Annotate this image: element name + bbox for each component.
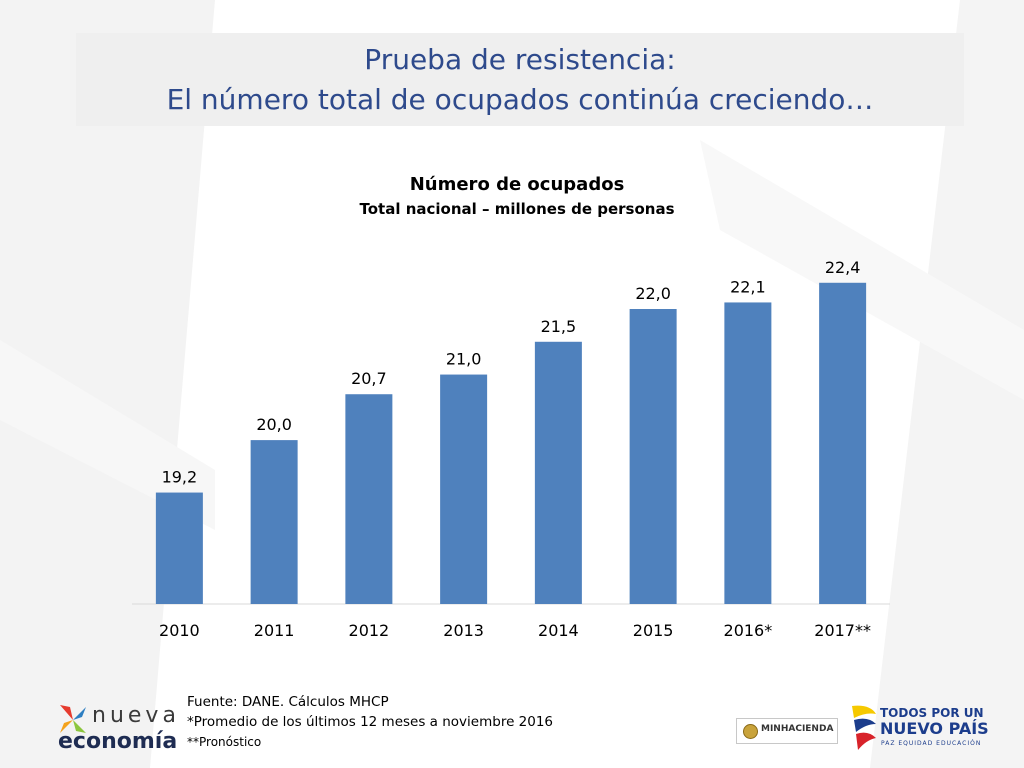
footnote-2017: **Pronóstico: [187, 735, 262, 749]
data-label-2016: 22,1: [730, 277, 766, 296]
slide-title-line2: El número total de ocupados continúa cre…: [166, 83, 874, 116]
footer-notes: Fuente: DANE. Cálculos MHCP *Promedio de…: [187, 692, 553, 752]
x-tick-2013: 2013: [443, 621, 484, 640]
bar-2016: [724, 302, 772, 604]
data-label-2015: 22,0: [635, 284, 671, 303]
minhacienda-text: MINHACIENDA: [761, 724, 834, 734]
pinwheel-icon: [60, 705, 86, 733]
tpnp-line2: NUEVO PAÍS: [880, 719, 989, 738]
x-tick-2015: 2015: [633, 621, 674, 640]
bar-2017: [819, 282, 867, 604]
slide-title: Prueba de resistencia: El número total d…: [76, 40, 964, 120]
x-tick-2014: 2014: [538, 621, 579, 640]
data-label-2011: 20,0: [256, 415, 292, 434]
x-tick-2017: 2017**: [814, 621, 871, 640]
bar-2010: [155, 492, 203, 604]
footnote-2016: *Promedio de los últimos 12 meses a novi…: [187, 714, 554, 730]
chart-subtitle: Total nacional – millones de personas: [360, 200, 675, 218]
x-tick-2011: 2011: [254, 621, 295, 640]
tpnp-line3: PAZ EQUIDAD EDUCACIÓN: [881, 740, 982, 747]
nueva-word: nueva: [92, 703, 180, 728]
x-tick-2012: 2012: [349, 621, 390, 640]
nueva-economia-logo: nueva economía: [56, 703, 196, 759]
bar-2012: [345, 394, 393, 604]
minhacienda-logo: MINHACIENDA: [736, 718, 838, 744]
data-label-2017: 22,4: [825, 258, 861, 277]
data-label-2014: 21,5: [541, 317, 577, 336]
bars-group: [155, 282, 867, 604]
slide-title-line1: Prueba de resistencia:: [364, 43, 676, 76]
bar-2015: [629, 309, 677, 604]
data-label-2013: 21,0: [446, 350, 482, 369]
x-tick-labels-group: 2010 2011 2012 2013 2014 2015 2016* 2017**: [159, 621, 871, 640]
data-labels-group: 19,2 20,0 20,7 21,0 21,5 22,0 22,1 22,4: [162, 258, 861, 487]
data-label-2012: 20,7: [351, 369, 387, 388]
national-seal-icon: [743, 724, 758, 739]
x-tick-2010: 2010: [159, 621, 200, 640]
x-tick-2016: 2016*: [724, 621, 773, 640]
source-note: Fuente: DANE. Cálculos MHCP: [187, 694, 389, 710]
bar-2013: [440, 374, 488, 604]
chart-title: Número de ocupados: [410, 174, 625, 195]
tpnp-line1: TODOS POR UN: [880, 706, 984, 720]
data-label-2010: 19,2: [162, 468, 198, 487]
flag-swoosh-icon: [852, 705, 876, 750]
title-band: [76, 33, 964, 126]
todos-por-un-nuevo-pais-logo: TODOS POR UN NUEVO PAÍS PAZ EQUIDAD EDUC…: [848, 700, 989, 758]
bar-2011: [250, 440, 298, 604]
economia-word: economía: [58, 729, 178, 754]
bar-2014: [534, 341, 582, 604]
